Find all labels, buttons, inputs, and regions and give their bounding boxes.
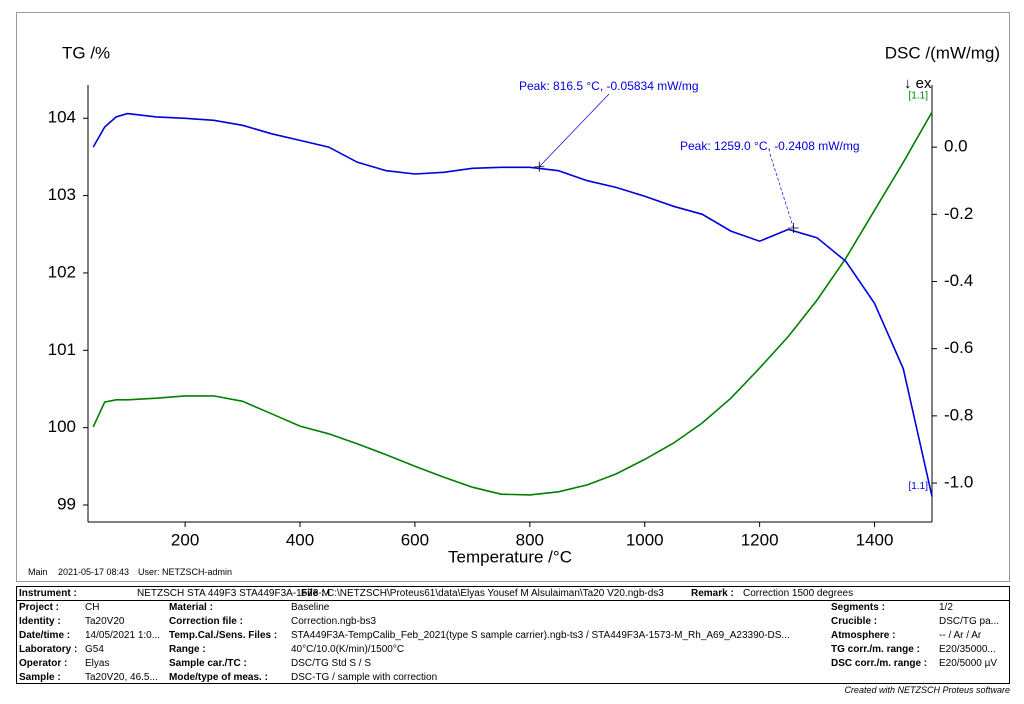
info-value: C:\NETZSCH\Proteus61\data\Elyas Yousef M… [327, 588, 664, 599]
info-label: File : [301, 588, 325, 599]
y2-tick-label: -0.8 [944, 405, 973, 424]
info-value: Elyas [85, 658, 110, 669]
series-line [92, 111, 933, 496]
x-tick-label: 1400 [856, 530, 894, 549]
annotation: Peak: 816.5 °C, -0.05834 mW/mg [519, 79, 699, 93]
info-label: Operator : [19, 658, 68, 669]
info-label: Correction file : [169, 616, 243, 627]
series-label: [1.1] [909, 91, 929, 102]
chart: TG /% DSC /(mW/mg) Temperature /°C ↓ ex … [48, 43, 1000, 566]
y-tick-label: 102 [48, 262, 76, 281]
table-rule [17, 600, 1009, 601]
annotation-leader [769, 153, 794, 229]
credit: Created with NETZSCH Proteus software [844, 685, 1010, 695]
info-value: 14/05/2021 1:0... [85, 630, 161, 641]
y2-tick-label: -0.4 [944, 271, 973, 290]
x-tick-label: 600 [401, 530, 429, 549]
info-value: Ta20V20, 46.5... [85, 672, 158, 683]
info-label: Range : [169, 644, 206, 655]
annotation-leader [539, 93, 610, 167]
info-value: Baseline [291, 602, 330, 613]
info-label: Remark : [691, 588, 734, 599]
info-label: Mode/type of meas. : [169, 672, 268, 683]
info-value: Correction.ngb-bs3 [291, 616, 377, 627]
info-value: G54 [85, 644, 104, 655]
x-axis-title: Temperature /°C [448, 547, 572, 566]
y-tick-label: 100 [48, 417, 76, 436]
y-axis-title: TG /% [62, 43, 110, 62]
annotation: Peak: 1259.0 °C, -0.2408 mW/mg [680, 139, 860, 153]
y-tick-label: 103 [48, 185, 76, 204]
info-value: E20/5000 µV [939, 658, 998, 669]
x-tick-label: 200 [171, 530, 199, 549]
y-tick-label: 104 [48, 108, 76, 127]
y2-axis-title: DSC /(mW/mg) [885, 43, 1000, 62]
info-value: Ta20V20 [85, 616, 125, 627]
peak-marker [788, 223, 799, 234]
info-value: DSC/TG pa... [939, 616, 1000, 627]
info-value: DSC/TG Std S / S [291, 658, 372, 669]
y2-tick-label: -0.6 [944, 338, 973, 357]
exo-label: ↓ ex [904, 75, 932, 92]
info-label: DSC corr./m. range : [831, 658, 928, 669]
info-label: Project : [19, 602, 60, 613]
info-label: TG corr./m. range : [831, 644, 920, 655]
info-label: Date/time : [19, 630, 71, 641]
info-label: Crucible : [831, 616, 878, 627]
footer-mode: Main [28, 567, 48, 577]
info-value: 1/2 [939, 602, 953, 613]
info-value: 40°C/10.0(K/min)/1500°C [291, 644, 405, 655]
info-value: Correction 1500 degrees [743, 588, 854, 599]
x-tick-label: 400 [286, 530, 314, 549]
info-label: Segments : [831, 602, 885, 613]
info-label: Instrument : [19, 588, 77, 599]
info-label: Sample car./TC : [169, 658, 247, 669]
footer-datetime: 2021-05-17 08:43 [58, 567, 130, 577]
info-value: NETZSCH STA 449F3 STA449F3A-1573-M [137, 588, 331, 599]
info-value: STA449F3A-TempCalib_Feb_2021(type S samp… [291, 630, 790, 641]
series-label: [1.1] [909, 481, 929, 492]
footer-user: User: NETZSCH-admin [138, 567, 233, 577]
y-tick-label: 101 [48, 340, 76, 359]
info-value: E20/35000... [939, 644, 996, 655]
info-table: Instrument : NETZSCH STA 449F3 STA449F3A-… [16, 586, 1010, 684]
chart-frame [16, 12, 1010, 582]
info-value: -- / Ar / Ar [939, 630, 982, 641]
y2-tick-label: -0.2 [944, 204, 973, 223]
y2-tick-label: 0.0 [944, 137, 968, 156]
info-label: Temp.Cal./Sens. Files : [169, 630, 278, 641]
x-tick-label: 1000 [626, 530, 664, 549]
peak-marker [534, 161, 545, 172]
info-value: DSC-TG / sample with correction [291, 672, 438, 683]
info-label: Identity : [19, 616, 61, 627]
x-tick-label: 1200 [741, 530, 779, 549]
info-label: Material : [169, 602, 213, 613]
info-label: Atmosphere : [831, 630, 896, 641]
info-label: Sample : [19, 672, 61, 683]
y2-tick-label: -1.0 [944, 473, 973, 492]
series-line [92, 112, 933, 497]
x-tick-label: 800 [516, 530, 544, 549]
y-tick-label: 99 [57, 494, 76, 513]
info-value: CH [85, 602, 100, 613]
info-label: Laboratory : [19, 644, 78, 655]
